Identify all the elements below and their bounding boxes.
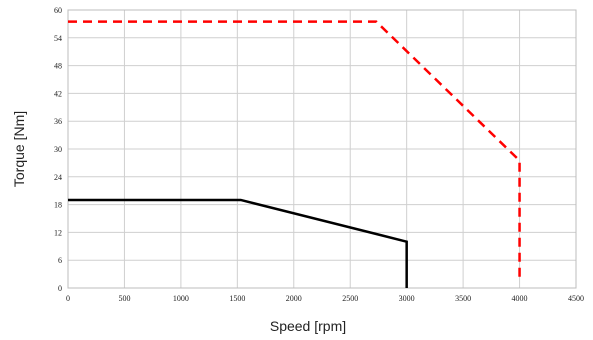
x-tick-label: 500 xyxy=(118,294,130,303)
tick-labels: 0 500 1000 1500 2000 2500 3000 3500 4000 4500 0 6 12… xyxy=(54,6,584,303)
x-tick-label: 2500 xyxy=(342,294,358,303)
x-axis-title: Speed [rpm] xyxy=(270,318,346,334)
y-tick-label: 48 xyxy=(54,62,62,71)
y-axis-title: Torque [Nm] xyxy=(11,111,27,187)
y-tick-label: 6 xyxy=(58,256,62,265)
x-tick-label: 3500 xyxy=(455,294,471,303)
x-tick-label: 2000 xyxy=(286,294,302,303)
y-tick-label: 24 xyxy=(54,173,62,182)
series-layer xyxy=(68,20,521,288)
y-tick-label: 54 xyxy=(54,34,62,43)
y-tick-label: 60 xyxy=(54,6,62,15)
y-tick-label: 12 xyxy=(54,228,62,237)
x-tick-label: 4500 xyxy=(568,294,584,303)
y-tick-label: 0 xyxy=(58,284,62,293)
y-tick-label: 42 xyxy=(54,89,62,98)
y-tick-label: 18 xyxy=(54,201,62,210)
solid-torque-curve xyxy=(68,198,408,288)
x-tick-label: 1000 xyxy=(173,294,189,303)
plot-frame xyxy=(67,9,577,289)
x-tick-label: 3000 xyxy=(399,294,415,303)
x-tick-label: 1500 xyxy=(229,294,245,303)
x-tick-label: 0 xyxy=(66,294,70,303)
dashed-torque-curve xyxy=(68,20,521,282)
x-tick-label: 4000 xyxy=(512,294,528,303)
y-tick-label: 30 xyxy=(54,145,62,154)
y-tick-label: 36 xyxy=(54,117,62,126)
grid xyxy=(67,9,577,289)
